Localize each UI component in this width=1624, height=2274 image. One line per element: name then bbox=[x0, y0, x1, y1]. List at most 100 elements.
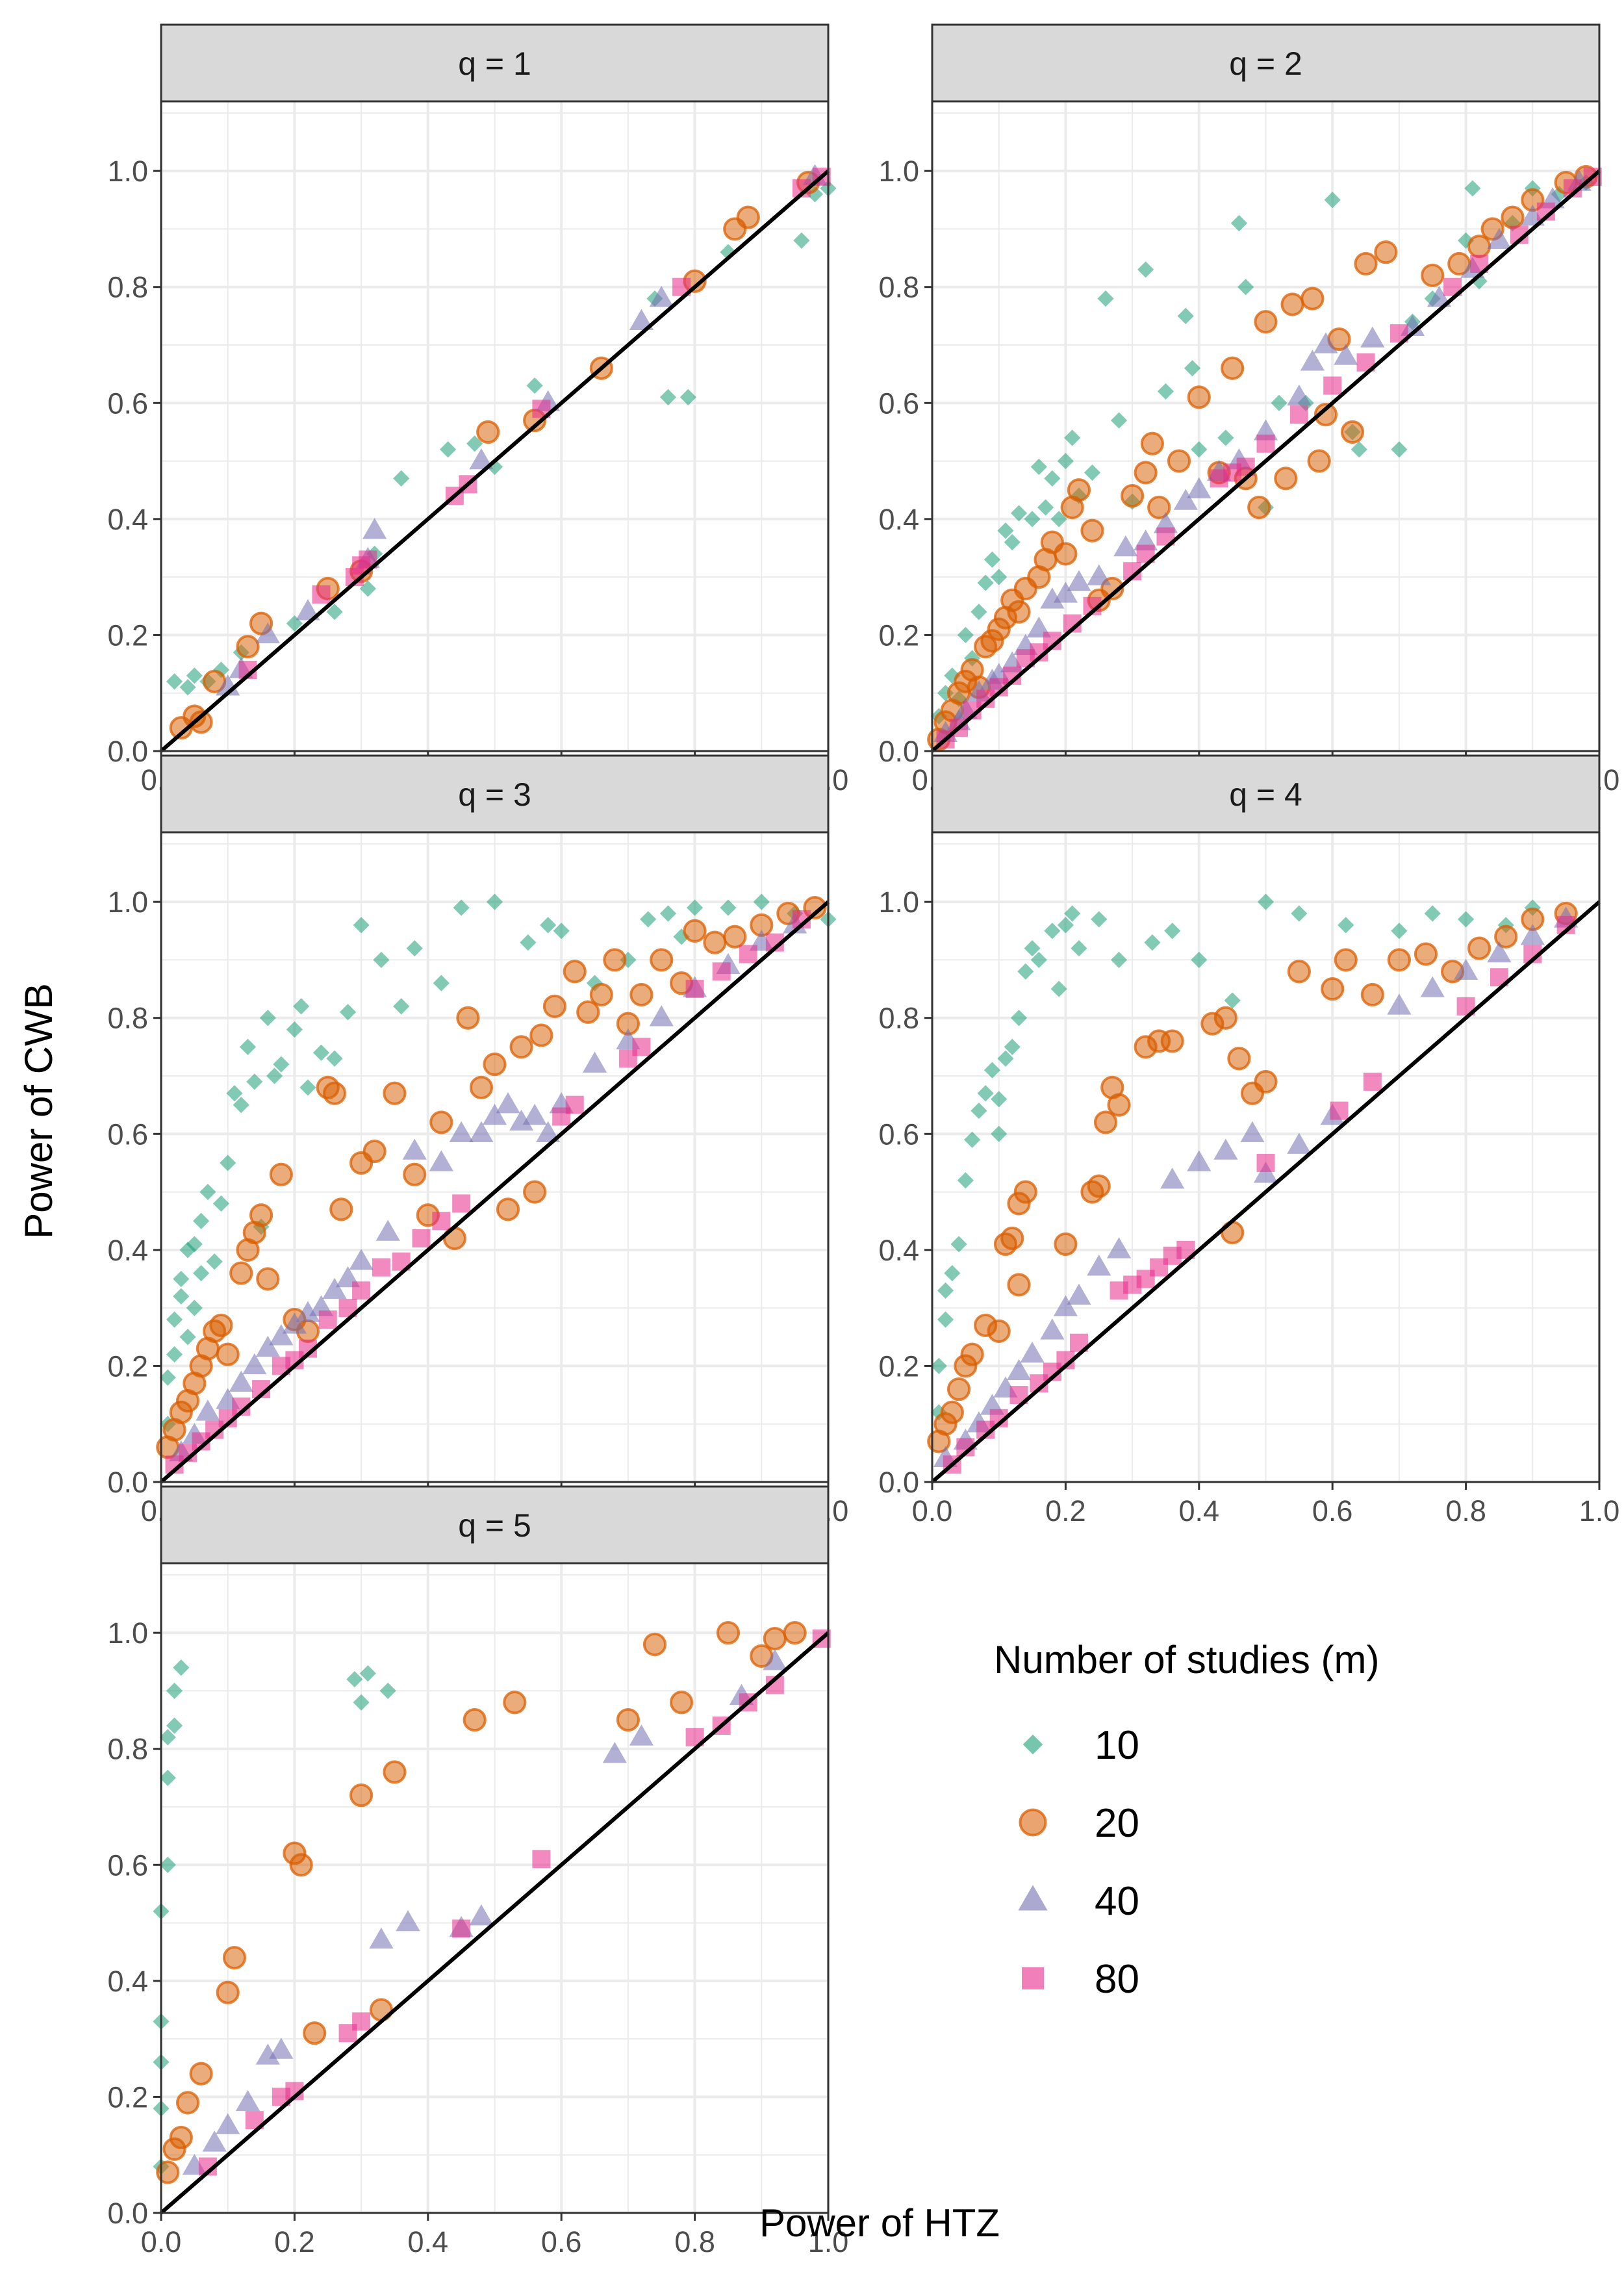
point-m40 bbox=[1160, 1168, 1185, 1189]
point-m20 bbox=[1307, 449, 1331, 473]
point-m40 bbox=[629, 309, 654, 331]
point-m40 bbox=[763, 1649, 787, 1670]
point-m10 bbox=[206, 1253, 223, 1270]
point-m20 bbox=[476, 420, 500, 444]
point-m20 bbox=[496, 1197, 520, 1221]
legend-key-20 bbox=[1019, 1808, 1047, 1837]
point-m20 bbox=[736, 205, 760, 229]
point-m10 bbox=[983, 1062, 1001, 1079]
point-m10 bbox=[406, 939, 423, 957]
point-m40 bbox=[255, 1336, 280, 1357]
point-m10 bbox=[193, 1212, 210, 1229]
point-m20 bbox=[456, 1006, 480, 1030]
x-tick-label: 0.4 bbox=[408, 2225, 449, 2258]
panel-border bbox=[160, 100, 830, 752]
point-m10 bbox=[1191, 441, 1208, 458]
point-m10 bbox=[1144, 934, 1161, 951]
point-m40 bbox=[1113, 535, 1138, 557]
point-m10 bbox=[186, 667, 203, 684]
point-m10 bbox=[312, 1044, 330, 1061]
point-m40 bbox=[469, 1904, 494, 1926]
point-m10 bbox=[166, 673, 183, 690]
point-m80 bbox=[452, 1919, 471, 1938]
point-m20 bbox=[1280, 292, 1304, 316]
point-m10 bbox=[359, 1665, 376, 1682]
point-m10 bbox=[159, 1729, 176, 1746]
panels: q = 1 0.0 0.2 0.4 0.6 0.8 1.0 0.0 0.2 0.4 0.6 0.8 1.… bbox=[107, 23, 1620, 2258]
point-m40 bbox=[349, 1249, 374, 1270]
point-m10 bbox=[957, 1172, 974, 1189]
y-tick-label: 1.0 bbox=[107, 886, 148, 919]
point-m40 bbox=[235, 2089, 260, 2112]
point-m40 bbox=[1334, 344, 1358, 365]
point-m20 bbox=[1167, 449, 1191, 473]
point-m20 bbox=[256, 1267, 280, 1291]
point-m20 bbox=[229, 1261, 253, 1285]
panel-title: q = 1 bbox=[458, 45, 531, 82]
point-m10 bbox=[273, 1056, 290, 1073]
point-m10 bbox=[1164, 923, 1181, 939]
point-m20 bbox=[383, 1081, 407, 1105]
point-m10 bbox=[1191, 951, 1208, 969]
y-tick-label: 0.0 bbox=[878, 1466, 919, 1499]
x-tick-label: 1.0 bbox=[808, 2225, 849, 2258]
legend-key-80 bbox=[1022, 1967, 1044, 1989]
point-m40 bbox=[1087, 564, 1111, 585]
point-m10 bbox=[977, 1085, 994, 1102]
point-m10 bbox=[1237, 279, 1254, 296]
y-tick-label: 0.8 bbox=[878, 271, 919, 304]
point-m40 bbox=[1387, 993, 1412, 1015]
point-m10 bbox=[1224, 992, 1241, 1009]
point-m20 bbox=[946, 1377, 971, 1401]
point-m40 bbox=[269, 2038, 294, 2059]
y-tick-label: 0.0 bbox=[107, 2197, 148, 2230]
point-m80 bbox=[632, 1038, 651, 1056]
point-m80 bbox=[1256, 1153, 1275, 1172]
panel-border bbox=[160, 831, 830, 1483]
point-m10 bbox=[1050, 511, 1067, 528]
point-m40 bbox=[1020, 1341, 1045, 1363]
point-m20 bbox=[1007, 600, 1031, 624]
point-m10 bbox=[440, 441, 457, 458]
point-m40 bbox=[1187, 1150, 1212, 1171]
point-m10 bbox=[1338, 917, 1354, 934]
point-m10 bbox=[659, 905, 677, 922]
point-m20 bbox=[269, 1162, 293, 1186]
point-m10 bbox=[1351, 441, 1367, 458]
panel-strip bbox=[160, 754, 830, 834]
point-m10 bbox=[353, 1694, 370, 1711]
x-tick-label: 1.0 bbox=[1579, 1494, 1620, 1527]
panel-border bbox=[931, 831, 1601, 1483]
y-tick-label: 0.6 bbox=[878, 387, 919, 420]
y-tick-label: 0.8 bbox=[107, 271, 148, 304]
point-m10 bbox=[1057, 452, 1074, 470]
panel-border bbox=[931, 100, 1601, 752]
point-m10 bbox=[199, 1183, 216, 1201]
point-m40 bbox=[216, 2113, 240, 2134]
point-m10 bbox=[977, 574, 994, 591]
point-m40 bbox=[1313, 332, 1338, 353]
point-m40 bbox=[1300, 350, 1325, 371]
point-m40 bbox=[1420, 976, 1445, 997]
point-m10 bbox=[286, 1021, 303, 1038]
point-m20 bbox=[1321, 977, 1345, 1001]
point-m10 bbox=[1257, 893, 1275, 910]
panel-border bbox=[160, 1562, 830, 2214]
point-m40 bbox=[1067, 1283, 1091, 1305]
reference-line bbox=[931, 900, 1601, 1484]
point-m40 bbox=[1040, 1318, 1065, 1340]
point-m20 bbox=[1334, 948, 1358, 972]
point-m10 bbox=[1071, 939, 1087, 957]
y-tick-label: 0.8 bbox=[107, 1002, 148, 1035]
point-m10 bbox=[1024, 939, 1041, 957]
point-m20 bbox=[469, 1075, 494, 1099]
point-m20 bbox=[523, 1180, 547, 1204]
point-m40 bbox=[1520, 924, 1545, 945]
point-m10 bbox=[1037, 499, 1054, 516]
point-m10 bbox=[1291, 905, 1308, 922]
point-m10 bbox=[1010, 505, 1028, 522]
x-tick-label: 0.2 bbox=[274, 2225, 315, 2258]
y-tick-label: 0.6 bbox=[107, 387, 148, 420]
point-m20 bbox=[576, 1000, 600, 1024]
panel-q2: q = 20.00.20.40.60.81.00.00.20.40.60.81.… bbox=[878, 23, 1619, 797]
